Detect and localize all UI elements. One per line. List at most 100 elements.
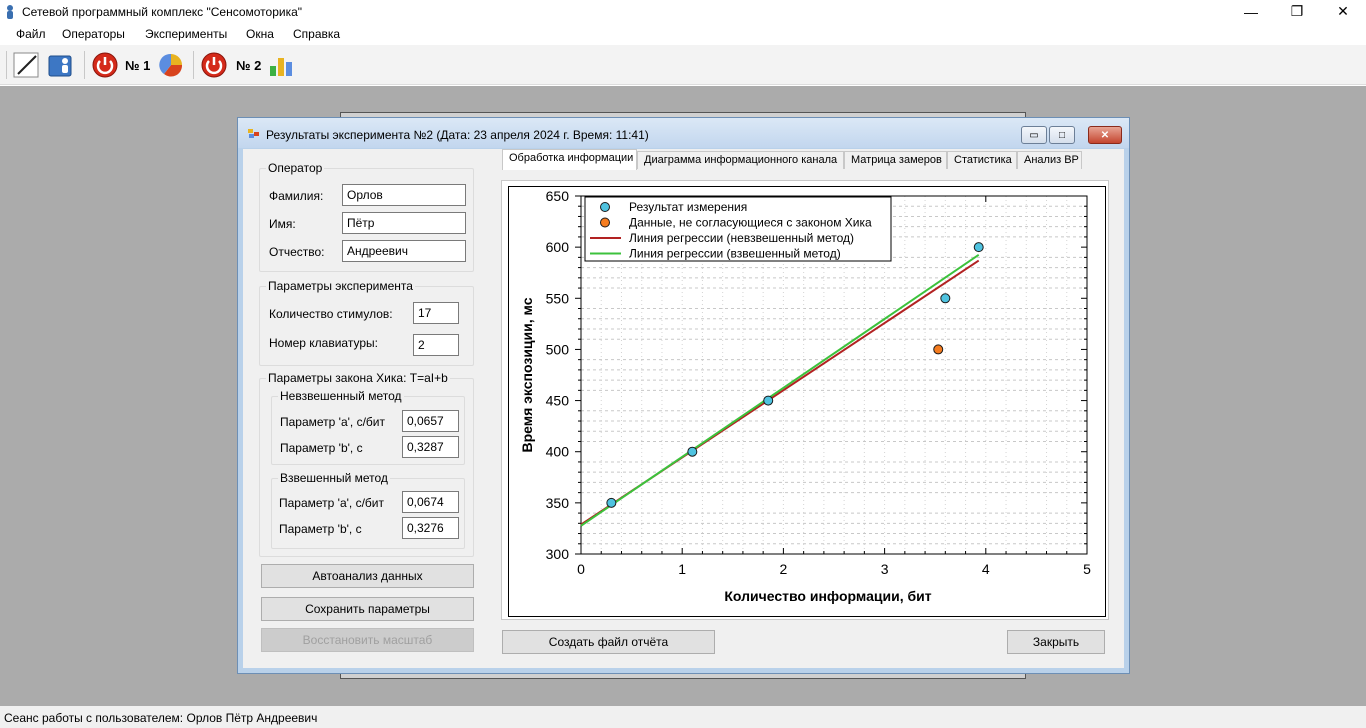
unweighted-b-label: Параметр 'b', с (280, 441, 363, 455)
close-button[interactable]: ✕ (1320, 0, 1366, 23)
close-icon: ✕ (1337, 3, 1349, 19)
weighted-group: Взвешенный метод (271, 471, 465, 549)
weighted-b-field[interactable]: 0,3276 (402, 517, 459, 539)
unweighted-a-field[interactable]: 0,0657 (402, 410, 459, 432)
close-icon: ✕ (1100, 129, 1110, 141)
legend-label: Линия регрессии (невзвешенный метод) (629, 231, 854, 245)
operator-group: Оператор (259, 161, 474, 272)
hick-law-title: Параметры закона Хика: T=aI+b (268, 371, 448, 385)
minimize-button[interactable]: — (1228, 0, 1274, 23)
pie-chart-icon[interactable] (156, 50, 186, 80)
create-report-button[interactable]: Создать файл отчёта (502, 630, 715, 654)
background-window-edge (340, 112, 1026, 118)
edit-pencil-icon[interactable] (12, 50, 42, 80)
menu-help[interactable]: Справка (293, 27, 341, 41)
unweighted-group: Невзвешенный метод (271, 389, 465, 465)
maximize-icon: □ (1058, 129, 1066, 141)
y-tick-label: 300 (546, 546, 570, 562)
weighted-b-label: Параметр 'b', с (279, 522, 362, 536)
results-dialog: Результаты эксперимента №2 (Дата: 23 апр… (237, 117, 1130, 674)
patronymic-field[interactable]: Андреевич (342, 240, 466, 262)
experiment-params-title: Параметры эксперимента (268, 279, 413, 293)
legend-label: Линия регрессии (взвешенный метод) (629, 247, 841, 261)
surname-label: Фамилия: (269, 189, 324, 203)
unweighted-b-field[interactable]: 0,3287 (402, 436, 459, 458)
minimize-icon: ▭ (1029, 129, 1039, 141)
dialog-client-area: Оператор Фамилия: Орлов Имя: Пётр Отчест… (243, 149, 1124, 668)
tab-statistics[interactable]: Статистика (947, 151, 1017, 169)
tab-channel-diagram[interactable]: Диаграмма информационного канала (637, 151, 844, 169)
dialog-title: Результаты эксперимента №2 (Дата: 23 апр… (266, 128, 649, 142)
toolbar: № 1 № 2 (0, 45, 1366, 85)
tab-page-information-processing: 300 350 400 450 500 550 600 650 0 1 2 3 4 5 Количество… (501, 180, 1109, 620)
keyboard-number-field[interactable]: 2 (413, 334, 459, 356)
experiment-1-label[interactable]: № 1 (125, 58, 151, 73)
weighted-a-field[interactable]: 0,0674 (402, 491, 459, 513)
app-title: Сетевой программный комплекс "Сенсомотор… (22, 5, 303, 19)
dialog-close-button[interactable]: ✕ (1088, 126, 1122, 144)
restore-icon: ❐ (1290, 3, 1304, 19)
y-tick-label: 550 (546, 290, 570, 306)
toolbar-separator (193, 51, 194, 79)
legend-box (584, 196, 892, 262)
legend-marker (600, 217, 610, 228)
y-tick-label: 450 (546, 393, 570, 409)
menu-bar: Файл Операторы Эксперименты Окна Справка (0, 23, 1366, 45)
power-icon[interactable] (90, 50, 120, 80)
tab-information-processing[interactable]: Обработка информации (502, 149, 637, 170)
menu-operators[interactable]: Операторы (62, 27, 125, 41)
x-tick-label: 4 (982, 561, 990, 577)
operator-card-icon[interactable] (46, 50, 76, 80)
hick-law-chart[interactable]: 300 350 400 450 500 550 600 650 0 1 2 3 4 5 Количество… (509, 187, 1105, 616)
save-params-button[interactable]: Сохранить параметры (261, 597, 474, 621)
dialog-titlebar: Результаты эксперимента №2 (Дата: 23 апр… (238, 118, 1129, 148)
restore-scale-button[interactable]: Восстановить масштаб (261, 628, 474, 652)
menu-windows[interactable]: Окна (246, 27, 274, 41)
surname-field[interactable]: Орлов (342, 184, 466, 206)
menu-experiments[interactable]: Эксперименты (145, 27, 228, 41)
experiment-2-label[interactable]: № 2 (236, 58, 262, 73)
tab-rt-analysis[interactable]: Анализ ВР (1017, 151, 1082, 169)
x-axis-title: Количество информации, бит (724, 588, 931, 604)
name-label: Имя: (269, 217, 296, 231)
x-tick-label: 2 (780, 561, 788, 577)
restore-button[interactable]: ❐ (1274, 0, 1320, 23)
menu-file[interactable]: Файл (16, 27, 46, 41)
autoanalysis-button[interactable]: Автоанализ данных (261, 564, 474, 588)
legend-label: Результат измерения (629, 200, 747, 214)
data-point (763, 395, 774, 406)
experiment-params-group: Параметры эксперимента (259, 279, 474, 366)
status-text: Сеанс работы с пользователем: Орлов Пётр… (4, 711, 318, 725)
stimuli-count-label: Количество стимулов: (269, 307, 393, 321)
data-point (973, 242, 984, 253)
y-tick-label: 600 (546, 239, 570, 255)
stimuli-count-field[interactable]: 17 (413, 302, 459, 324)
status-bar: Сеанс работы с пользователем: Орлов Пётр… (0, 706, 1366, 728)
data-point (687, 446, 698, 457)
hick-law-group: Параметры закона Хика: T=aI+b (259, 371, 474, 557)
legend-label: Данные, не согласующиеся с законом Хика (629, 216, 872, 230)
data-point (606, 497, 617, 508)
unweighted-a-label: Параметр 'a', с/бит (280, 415, 386, 429)
bar-chart-icon[interactable] (266, 50, 296, 80)
operator-group-title: Оператор (268, 161, 323, 175)
x-tick-label: 5 (1083, 561, 1091, 577)
app-titlebar: Сетевой программный комплекс "Сенсомотор… (0, 0, 1366, 23)
tab-measurement-matrix[interactable]: Матрица замеров (844, 151, 947, 169)
y-axis-title: Время экспозиции, мс (519, 297, 535, 452)
x-tick-label: 3 (881, 561, 889, 577)
chart-frame[interactable]: 300 350 400 450 500 550 600 650 0 1 2 3 4 5 Количество… (508, 186, 1106, 617)
x-tick-label: 0 (577, 561, 585, 577)
keyboard-number-label: Номер клавиатуры: (269, 336, 378, 350)
toolbar-separator (6, 51, 7, 79)
weighted-title: Взвешенный метод (280, 471, 388, 485)
power-icon[interactable] (199, 50, 229, 80)
background-window-edge (340, 671, 1026, 679)
y-tick-label: 400 (546, 444, 570, 460)
dialog-minimize-button[interactable]: ▭ (1021, 126, 1047, 144)
dialog-close-bottom-button[interactable]: Закрыть (1007, 630, 1105, 654)
unweighted-title: Невзвешенный метод (280, 389, 402, 403)
dialog-maximize-button[interactable]: □ (1049, 126, 1075, 144)
name-field[interactable]: Пётр (342, 212, 466, 234)
y-tick-label: 500 (546, 341, 570, 357)
